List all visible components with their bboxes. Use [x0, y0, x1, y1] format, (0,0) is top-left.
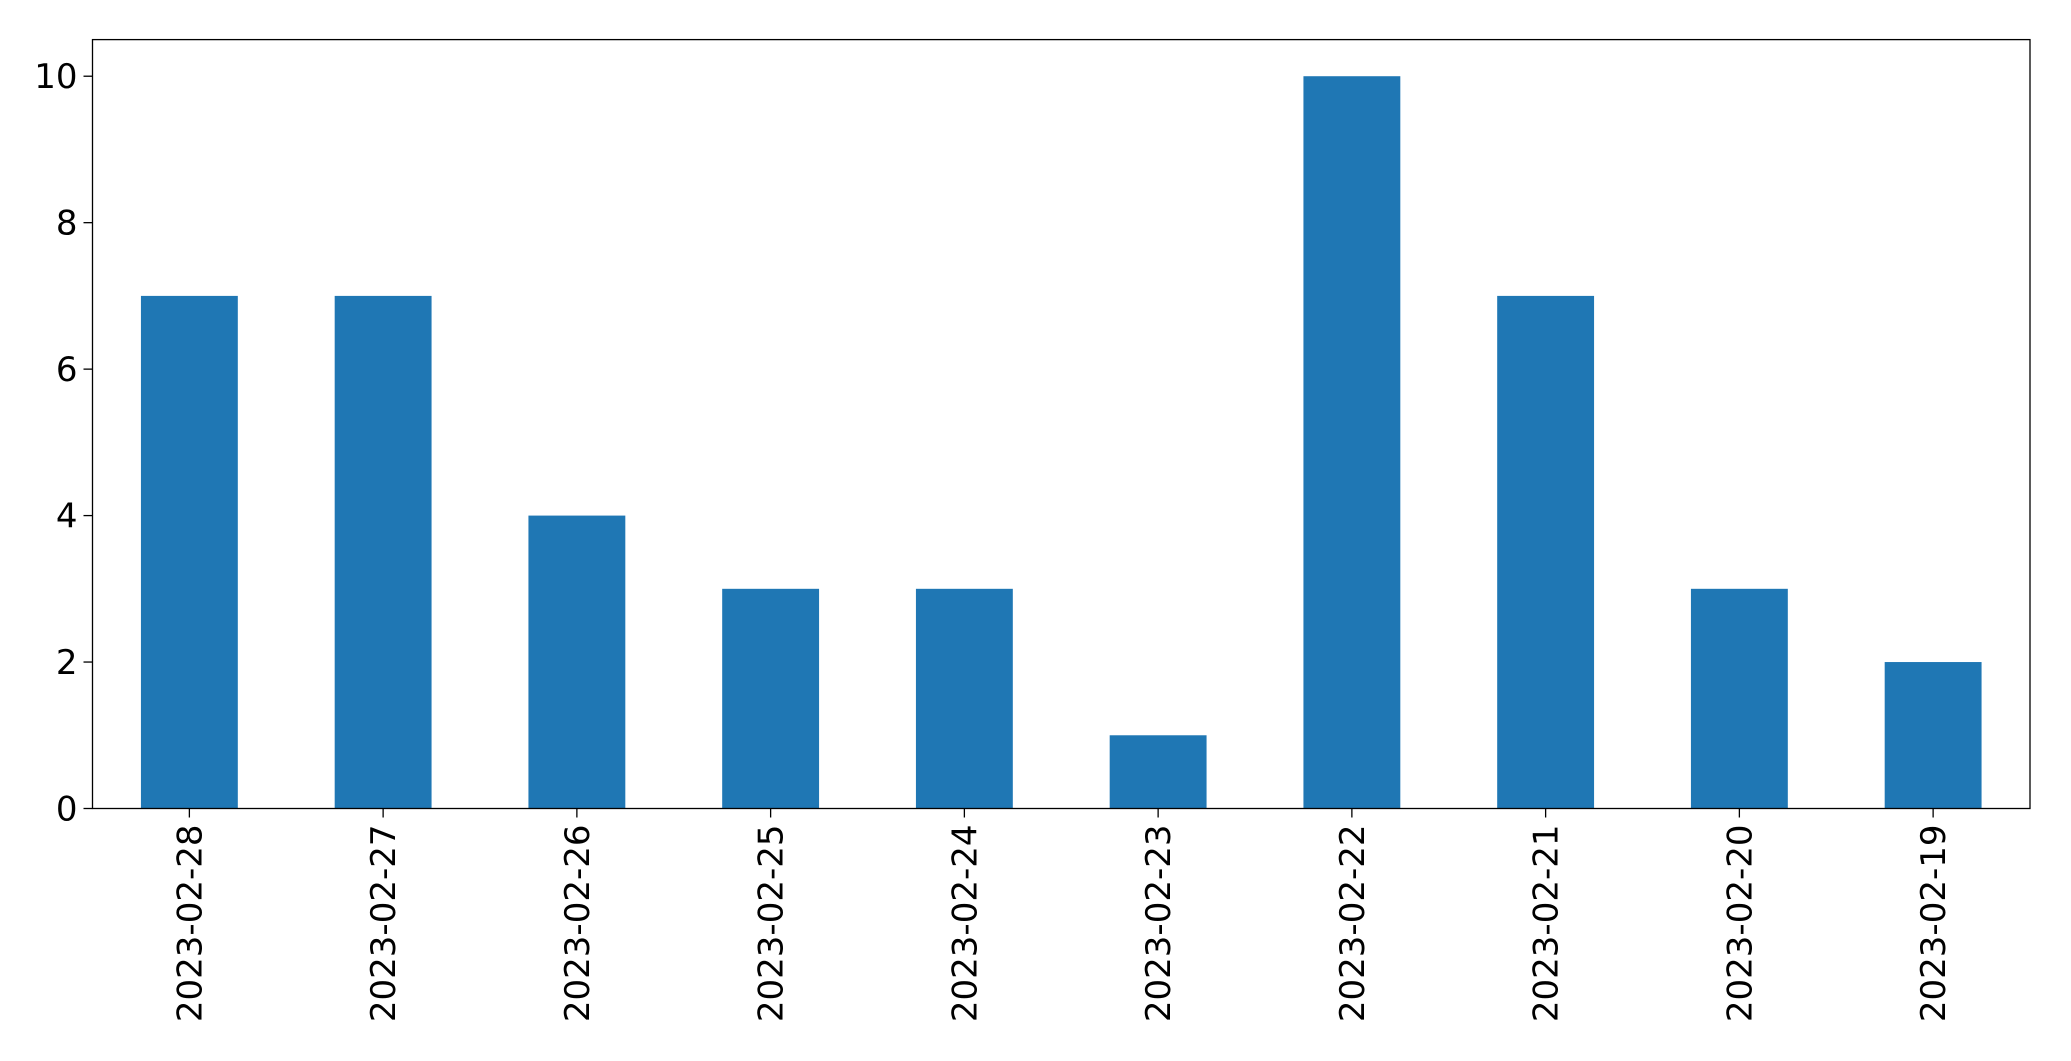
- bar: [1109, 735, 1207, 809]
- bar: [1303, 76, 1401, 809]
- x-tick-label: 2023-02-28: [170, 825, 210, 1023]
- bar: [1497, 295, 1595, 809]
- bar: [722, 588, 820, 809]
- y-tick-label: 4: [56, 497, 78, 537]
- x-tick-label: 2023-02-21: [1527, 825, 1567, 1023]
- y-tick-label: 2: [56, 643, 78, 683]
- x-tick-label: 2023-02-22: [1333, 825, 1373, 1023]
- x-tick-label: 2023-02-27: [364, 825, 404, 1023]
- bar: [1884, 662, 1982, 809]
- x-tick-label: 2023-02-20: [1720, 825, 1760, 1023]
- bar: [334, 295, 432, 809]
- bar: [528, 515, 626, 809]
- plot-frame: [91, 38, 2031, 810]
- bar: [140, 295, 238, 809]
- bar: [1690, 588, 1788, 809]
- x-tick-label: 2023-02-25: [752, 825, 792, 1023]
- y-tick-label: 6: [56, 350, 78, 390]
- y-tick-label: 10: [34, 57, 77, 97]
- bar: [915, 588, 1013, 809]
- y-tick-label: 8: [56, 204, 78, 244]
- x-tick-label: 2023-02-24: [945, 825, 985, 1023]
- x-tick-label: 2023-02-19: [1914, 825, 1954, 1023]
- x-tick-label: 2023-02-26: [558, 825, 598, 1023]
- x-tick-label: 2023-02-23: [1139, 825, 1179, 1023]
- y-tick-label: 0: [56, 790, 78, 830]
